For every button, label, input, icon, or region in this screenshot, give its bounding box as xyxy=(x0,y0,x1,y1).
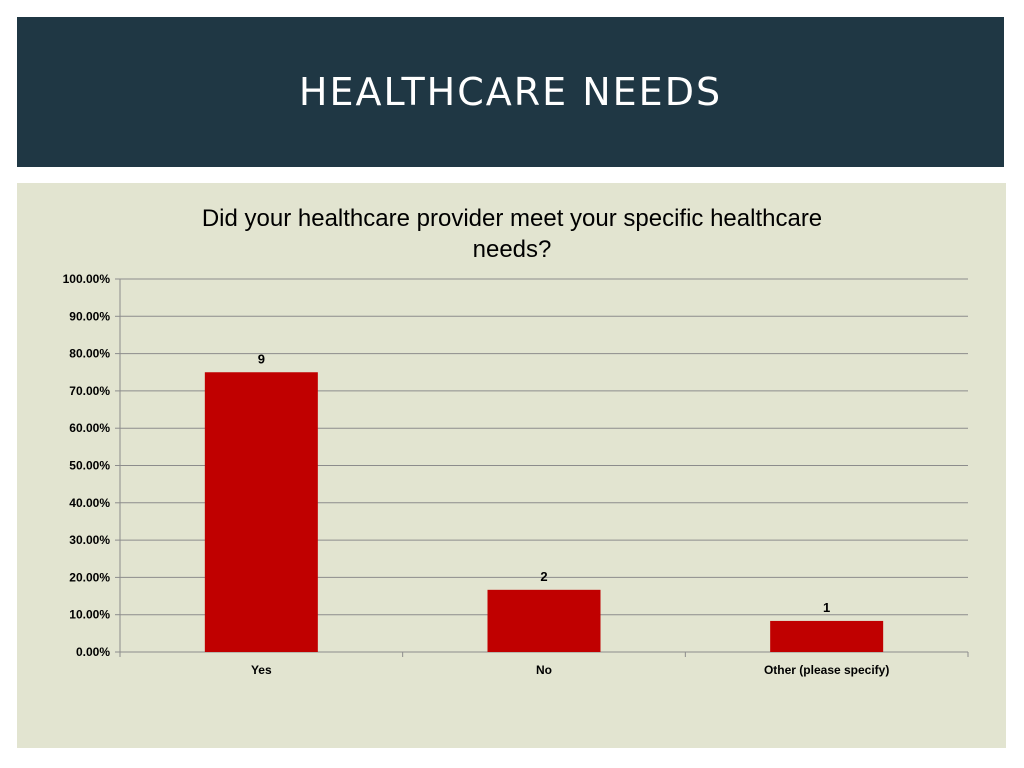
data-label: 9 xyxy=(258,351,265,366)
y-tick-label: 50.00% xyxy=(69,459,110,473)
slide-title: HEALTHCARE NEEDS xyxy=(298,70,723,114)
bar-other-please-specify xyxy=(770,620,884,652)
data-label: 1 xyxy=(823,600,830,615)
chart-panel: Did your healthcare provider meet your s… xyxy=(17,183,1006,748)
category-label: No xyxy=(536,663,552,677)
y-tick-label: 60.00% xyxy=(69,421,110,435)
y-tick-label: 10.00% xyxy=(69,608,110,622)
y-tick-label: 30.00% xyxy=(69,533,110,547)
bar-chart: 0.00% 10.00% 20.00% 30.00% 40.00% 50.00% 60.00… xyxy=(63,272,969,677)
y-tick-label: 90.00% xyxy=(69,309,110,323)
y-tick-label: 0.00% xyxy=(76,645,110,659)
y-tick-label: 70.00% xyxy=(69,384,110,398)
slide-header: HEALTHCARE NEEDS xyxy=(17,17,1004,167)
y-tick-label: 20.00% xyxy=(69,570,110,584)
category-label: Other (please specify) xyxy=(764,663,889,677)
chart-title: Did your healthcare provider meet your s… xyxy=(201,205,823,263)
category-label: Yes xyxy=(251,663,272,677)
bar-yes xyxy=(204,372,318,652)
data-label: 2 xyxy=(540,569,547,584)
y-tick-label: 80.00% xyxy=(69,347,110,361)
y-tick-label: 40.00% xyxy=(69,496,110,510)
bar-no xyxy=(487,589,601,652)
y-tick-label: 100.00% xyxy=(63,272,111,286)
